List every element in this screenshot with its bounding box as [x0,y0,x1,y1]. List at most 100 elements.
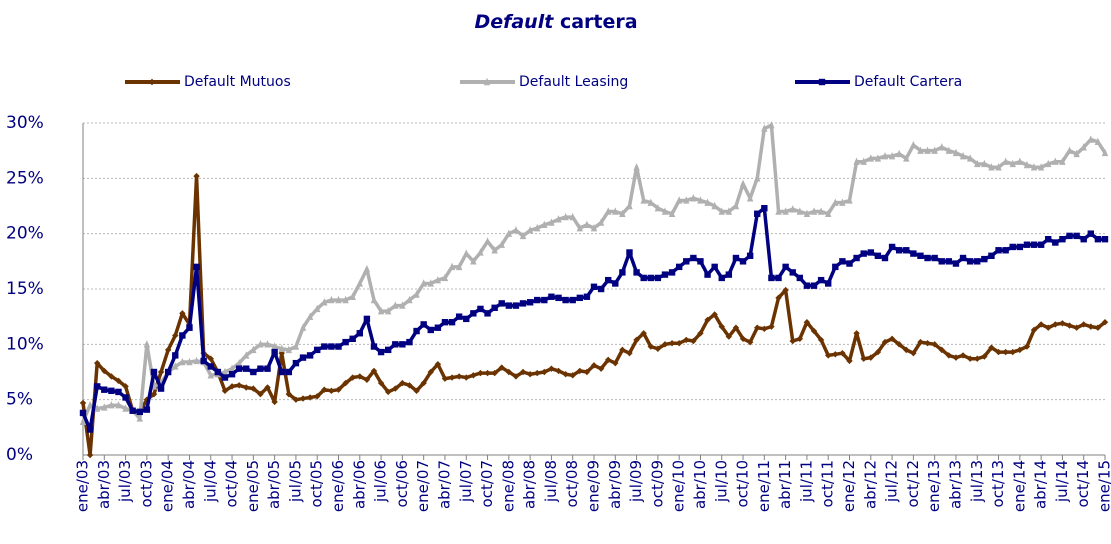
point [803,319,811,326]
point [356,279,363,287]
x-tick-label: ene/07 [414,460,432,512]
series-line [81,174,1107,457]
point [895,149,903,158]
legend-label: Default Mutuos [184,74,291,90]
point [910,140,917,149]
point [306,394,314,401]
point [292,396,300,403]
point [569,296,576,304]
point [108,373,115,380]
point [519,231,527,240]
point [846,357,853,365]
title-emphasis: Default [474,11,554,33]
point [619,346,626,354]
point [534,369,541,377]
point [945,146,953,154]
x-tick-label: abr/11 [776,460,794,509]
point [881,254,889,262]
point [526,299,534,306]
point [853,157,860,165]
point [512,373,520,380]
x-tick-label: jul/10 [712,460,730,503]
point [1059,320,1066,327]
point [271,342,278,350]
point [917,146,924,154]
point [640,330,647,337]
point [271,348,278,356]
point [299,323,307,331]
point [1045,159,1052,168]
point [264,384,271,391]
point [590,223,598,232]
point [321,343,328,350]
x-tick-label: abr/12 [861,460,879,509]
point [690,194,697,202]
point [292,359,300,367]
point [718,207,725,215]
point [576,367,584,375]
point [817,276,825,284]
point [377,306,385,315]
point [668,209,676,217]
point [505,229,513,237]
point [463,374,470,381]
point [321,386,328,393]
point [555,367,562,375]
point [491,304,498,312]
point [988,163,995,171]
point [455,262,463,271]
point [79,399,87,407]
point [633,163,640,171]
legend-marker [483,77,491,86]
point [172,352,179,359]
point [363,264,371,273]
x-tick-label: jul/09 [627,460,645,503]
point [825,352,832,359]
point [370,343,378,350]
point [207,363,214,370]
point [505,368,513,376]
point [235,358,243,367]
point [895,247,903,254]
point [1002,157,1009,165]
point [668,269,676,276]
point [228,364,236,372]
x-tick-label: jul/06 [372,460,390,503]
x-tick-label: oct/06 [393,460,411,507]
point [470,257,477,265]
point [860,355,867,362]
point [427,279,434,287]
point [228,371,236,378]
point [548,218,555,226]
x-tick-label: jul/05 [286,460,304,503]
point [555,294,562,302]
point [434,275,442,284]
point [917,338,924,346]
point [243,384,250,391]
point [541,296,548,304]
point [604,276,612,284]
point [186,357,193,366]
point [356,330,363,337]
point [1030,241,1038,248]
point [874,348,882,356]
point [349,292,356,300]
point [115,377,122,385]
point [966,258,974,265]
x-tick-label: ene/11 [755,460,773,512]
point [768,274,775,282]
point [427,368,434,376]
point [604,207,612,215]
point [420,321,427,328]
point [690,337,697,345]
point [399,341,406,348]
point [193,263,200,271]
point [463,315,470,323]
point [1002,247,1009,254]
point [335,295,342,304]
x-tick-label: jul/14 [1053,460,1071,503]
x-tick-label: ene/10 [670,460,688,512]
point [285,345,293,354]
x-tick-label: abr/04 [180,460,198,509]
point [306,352,314,359]
